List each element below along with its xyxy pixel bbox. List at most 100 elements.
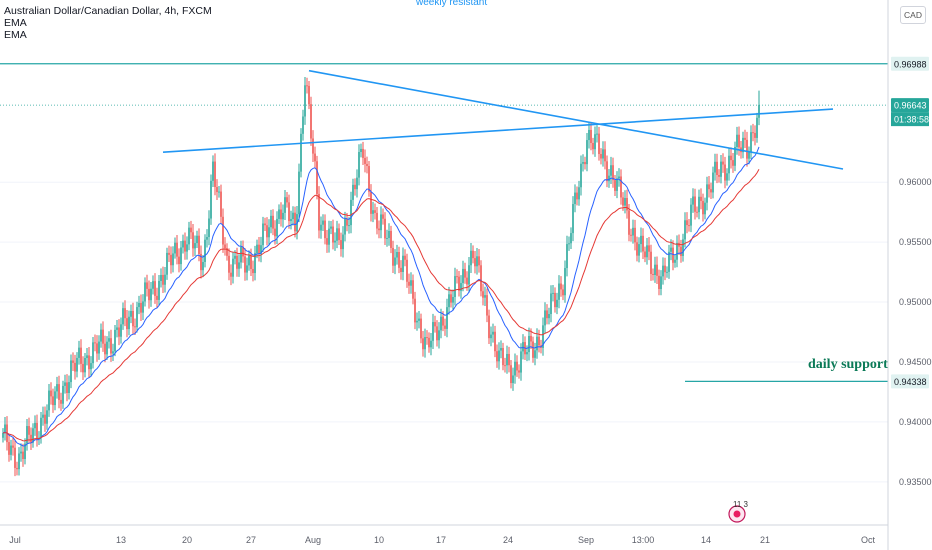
candle-body (200, 253, 202, 271)
candle-body (22, 451, 24, 460)
candle-body (668, 251, 670, 272)
candle-body (4, 424, 6, 433)
candle-body (460, 283, 462, 291)
candle-body (230, 272, 232, 277)
candle-body (156, 295, 158, 300)
candle-body (190, 227, 192, 233)
ema-fast-label[interactable]: EMA (4, 17, 27, 29)
x-tick-label: Aug (305, 535, 321, 545)
candle-body (520, 351, 522, 373)
currency-button[interactable]: CAD (900, 6, 926, 24)
candle-body (632, 227, 634, 236)
candle-body (114, 329, 116, 352)
candle-body (362, 148, 364, 158)
candle-body (50, 390, 52, 397)
candle-body (102, 329, 104, 344)
candle-body (62, 385, 64, 404)
candle-body (660, 276, 662, 289)
candle-body (458, 276, 460, 291)
candle-body (598, 133, 600, 155)
symbol-title[interactable]: Australian Dollar/Canadian Dollar, 4h, F… (4, 5, 212, 17)
trendline-layer[interactable] (162, 69, 844, 170)
candle-body (636, 242, 638, 256)
event-badge-text: 11 3 (733, 500, 748, 509)
candle-body (302, 116, 304, 134)
candle-body (272, 215, 274, 229)
candle-body (402, 255, 404, 273)
candle-body (342, 234, 344, 250)
event-badge-icon[interactable] (724, 499, 750, 525)
candle-body (506, 353, 508, 366)
candle-body (60, 399, 62, 404)
candle-body (466, 277, 468, 285)
candle-body (66, 382, 68, 394)
candle-body (602, 149, 604, 159)
ema-slow-label[interactable]: EMA (4, 29, 27, 41)
candle-body (164, 274, 166, 285)
candle-body (16, 467, 18, 470)
candle-body (112, 351, 114, 354)
candle-body (160, 274, 162, 281)
x-tick-label: 13 (116, 535, 126, 545)
candle-body (704, 202, 706, 215)
candle-body (490, 334, 492, 339)
candle-body (122, 308, 124, 325)
candle-body (608, 175, 610, 182)
candle-body (126, 318, 128, 330)
candle-body (42, 414, 44, 418)
candle-body (232, 258, 234, 277)
candle-body (434, 322, 436, 327)
candle-body (606, 161, 608, 182)
candle-body (68, 382, 70, 394)
candle-body (710, 189, 712, 193)
candle-body (318, 193, 320, 231)
grid-layer (0, 181, 888, 483)
candle-body (280, 209, 282, 220)
candle-body (418, 318, 420, 321)
candle-body (464, 268, 466, 278)
candle-body (148, 288, 150, 301)
candle-body (18, 453, 20, 470)
candle-body (46, 410, 48, 424)
candle-body (592, 143, 594, 150)
candle-body (614, 180, 616, 191)
candle-body (568, 243, 570, 245)
candle-body (180, 247, 182, 265)
candle-body (178, 256, 180, 265)
candle-body (90, 363, 92, 370)
candle-body (120, 324, 122, 337)
candle-body (526, 352, 528, 355)
candle-body (630, 234, 632, 236)
candle-body (412, 280, 414, 299)
x-tick-label: Jul (9, 535, 21, 545)
candle-body (274, 228, 276, 237)
candle-body (682, 239, 684, 256)
candle-body (378, 228, 380, 231)
candle-body (590, 129, 592, 144)
candle-body (482, 291, 484, 298)
y-tick-label: 0.96000 (899, 177, 932, 187)
candle-body (226, 248, 228, 256)
candle-body (706, 184, 708, 203)
candle-body (360, 148, 362, 153)
current-price-label: 0.96643 (894, 101, 927, 111)
candle-body (662, 265, 664, 277)
candle-body (130, 310, 132, 317)
candle-body (380, 214, 382, 231)
candle-body (408, 281, 410, 286)
candle-body (478, 256, 480, 266)
candle-body (550, 293, 552, 315)
candle-body (84, 357, 86, 373)
candle-body (124, 308, 126, 319)
candle-body (278, 209, 280, 219)
candle-body (44, 414, 46, 424)
x-tick-label: 17 (436, 535, 446, 545)
candle-body (456, 276, 458, 278)
candle-body (572, 204, 574, 234)
candle-body (332, 226, 334, 243)
candle-body (672, 247, 674, 263)
candle-body (726, 173, 728, 181)
candle-body (624, 197, 626, 206)
